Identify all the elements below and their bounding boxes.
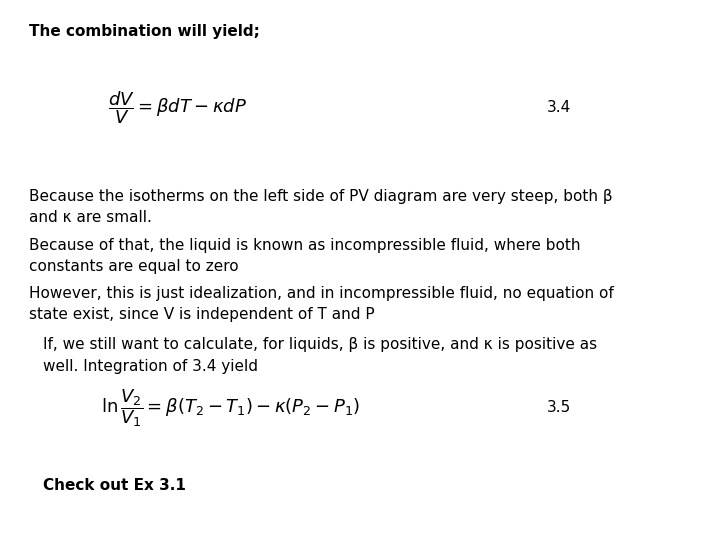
Text: 3.5: 3.5 <box>547 400 572 415</box>
Text: The combination will yield;: The combination will yield; <box>29 24 260 39</box>
Text: Check out Ex 3.1: Check out Ex 3.1 <box>43 478 186 493</box>
Text: $\dfrac{dV}{V} = \beta dT - \kappa dP$: $\dfrac{dV}{V} = \beta dT - \kappa dP$ <box>108 90 247 126</box>
Text: Because of that, the liquid is known as incompressible fluid, where both
constan: Because of that, the liquid is known as … <box>29 238 580 274</box>
Text: If, we still want to calculate, for liquids, β is positive, and κ is positive as: If, we still want to calculate, for liqu… <box>43 338 598 374</box>
Text: $\ln\dfrac{V_2}{V_1} = \beta(T_2 - T_1) - \kappa(P_2 - P_1)$: $\ln\dfrac{V_2}{V_1} = \beta(T_2 - T_1) … <box>101 387 360 429</box>
Text: Because the isotherms on the left side of PV diagram are very steep, both β
and : Because the isotherms on the left side o… <box>29 189 613 225</box>
Text: 3.4: 3.4 <box>547 100 572 116</box>
Text: However, this is just idealization, and in incompressible fluid, no equation of
: However, this is just idealization, and … <box>29 286 613 322</box>
